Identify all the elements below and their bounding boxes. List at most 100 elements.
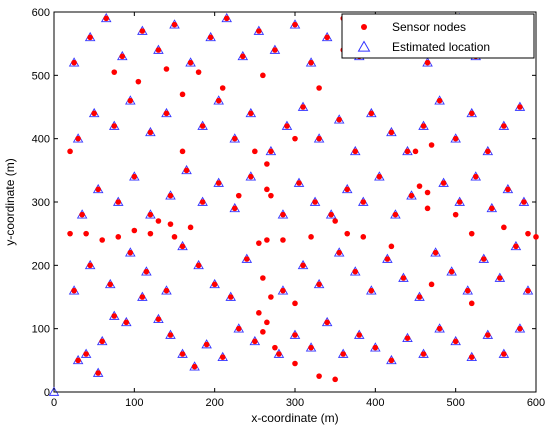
sensor-node-point: [521, 199, 527, 205]
sensor-node-point: [452, 338, 459, 345]
sensor-node-point: [428, 142, 435, 148]
sensor-node-point: [340, 351, 347, 357]
sensor-node-point: [420, 351, 427, 357]
sensor-node-point: [71, 59, 77, 66]
sensor-node-point: [127, 249, 134, 256]
sensor-node-point: [533, 234, 539, 240]
sensor-node-point: [139, 294, 146, 300]
sensor-node-point: [155, 218, 162, 224]
sensor-node-point: [179, 243, 186, 250]
sensor-node-point: [171, 21, 178, 28]
sensor-node-point: [256, 28, 262, 34]
sensor-node-point: [300, 104, 306, 110]
sensor-node-point: [360, 234, 367, 240]
sensor-node-point: [83, 230, 89, 237]
sensor-node-point: [195, 69, 202, 75]
sensor-node-point: [167, 221, 174, 227]
sensor-node-point: [71, 287, 77, 294]
sensor-node-point: [420, 123, 427, 129]
sensor-node-point: [412, 148, 419, 155]
sensor-node-point: [336, 116, 342, 123]
sensor-node-point: [163, 110, 170, 117]
sensor-node-point: [316, 135, 322, 142]
x-tick-label: 200: [205, 397, 223, 409]
sensor-node-point: [207, 34, 214, 41]
y-tick-label: 400: [32, 134, 50, 146]
sensor-node-point: [147, 129, 154, 136]
sensor-node-point: [99, 338, 105, 345]
sensor-node-point: [223, 15, 230, 22]
sensor-node-point: [452, 135, 459, 142]
sensor-node-point: [501, 123, 507, 129]
sensor-node-point: [111, 69, 118, 75]
sensor-node-point: [211, 281, 218, 288]
sensor-node-point: [235, 325, 242, 332]
x-tick-label: 300: [286, 397, 304, 409]
sensor-node-point: [276, 351, 282, 357]
sensor-node-point: [167, 192, 174, 199]
sensor-node-point: [525, 287, 531, 294]
sensor-node-point: [252, 338, 258, 345]
sensor-node-point: [440, 180, 447, 186]
sensor-node-point: [183, 167, 190, 174]
sensor-node-point: [268, 148, 274, 155]
sensor-node-point: [404, 335, 411, 341]
sensor-node-point: [388, 243, 395, 250]
sensor-node-point: [352, 268, 359, 275]
sensor-node-point: [256, 310, 262, 316]
y-tick-label: 200: [32, 260, 50, 272]
sensor-node-point: [332, 218, 338, 224]
sensor-node-point: [199, 199, 206, 205]
sensor-node-point: [264, 237, 270, 243]
sensor-node-point: [352, 148, 359, 155]
sensor-node-point: [187, 59, 194, 66]
sensor-node-point: [227, 294, 234, 300]
sensor-node-point: [155, 316, 162, 322]
sensor-node-point: [324, 319, 330, 326]
sensor-node-point: [280, 211, 286, 218]
sensor-node-point: [179, 91, 186, 98]
legend-label-estimated-location: Estimated location: [392, 40, 490, 54]
sensor-node-point: [187, 224, 194, 231]
sensor-node-point: [408, 192, 415, 199]
sensor-node-point: [436, 97, 443, 104]
x-axis-label: x-coordinate (m): [251, 411, 338, 425]
sensor-node-point: [416, 183, 423, 189]
sensor-node-point: [75, 135, 81, 142]
sensor-node-point: [356, 332, 363, 338]
sensor-node-point: [87, 34, 93, 41]
series-sensor-nodes: [67, 15, 539, 383]
sensor-node-point: [432, 249, 439, 256]
y-tick-label: 0: [44, 387, 50, 399]
plot-frame: [53, 11, 537, 393]
sensor-node-point: [400, 275, 407, 281]
sensor-node-point: [131, 173, 138, 180]
sensor-node-point: [368, 287, 375, 294]
legend-marker-estimated-location: [357, 40, 371, 52]
sensor-node-point: [215, 180, 222, 186]
sensor-node-point: [268, 192, 274, 199]
sensor-node-point: [324, 34, 330, 41]
sensor-node-point: [260, 329, 266, 335]
sensor-node-point: [231, 135, 238, 142]
sensor-node-point: [308, 59, 314, 66]
sensor-node-point: [360, 199, 367, 205]
sensor-node-point: [300, 262, 306, 269]
sensor-node-point: [424, 59, 431, 66]
sensor-node-point: [155, 47, 162, 53]
sensor-node-point: [436, 325, 443, 332]
x-tick-label: 0: [51, 397, 57, 409]
sensor-node-point: [67, 148, 73, 155]
estimated-location-point: [48, 386, 60, 396]
sensor-node-point: [143, 268, 150, 275]
sensor-node-point: [517, 325, 523, 332]
sensor-node-point: [195, 262, 202, 269]
sensor-node-point: [308, 344, 314, 351]
sensor-node-point: [95, 186, 101, 193]
y-tick-label: 300: [32, 197, 50, 209]
sensor-node-point: [127, 97, 134, 104]
sensor-node-point: [135, 78, 142, 85]
y-axis-ticks: 0 100 200 300 400 500 600: [32, 7, 536, 399]
sensor-node-point: [464, 287, 471, 294]
